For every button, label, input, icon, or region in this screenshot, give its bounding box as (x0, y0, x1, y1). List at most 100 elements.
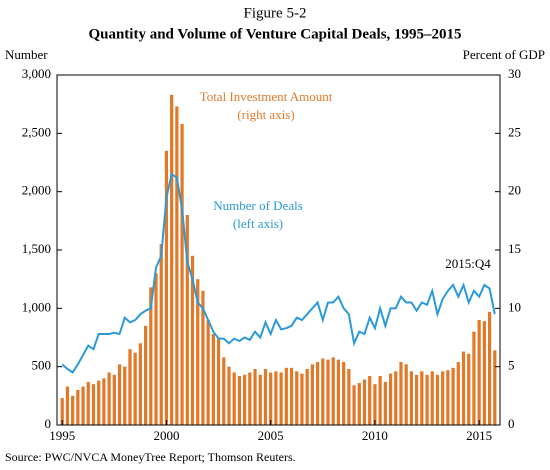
bar (420, 371, 424, 425)
bar (404, 364, 408, 425)
bar (227, 366, 231, 425)
bar (435, 374, 440, 425)
bar (117, 364, 122, 425)
y2-axis-label: Percent of GDP (463, 47, 545, 62)
bar (269, 372, 273, 425)
bar (425, 374, 429, 425)
y2-tick-label: 30 (508, 66, 521, 81)
bar (378, 376, 382, 425)
source: Source: PWC/NVCA MoneyTree Report; Thoms… (5, 450, 296, 464)
bar (190, 255, 195, 425)
bar (60, 398, 64, 425)
bar (201, 290, 205, 425)
bar (81, 386, 85, 425)
bar (97, 380, 101, 425)
y-tick-label: 2,500 (22, 124, 51, 139)
bar (362, 379, 367, 425)
bar (112, 374, 116, 425)
bar (331, 357, 335, 425)
annotation: 2015:Q4 (445, 256, 491, 271)
bar (133, 352, 137, 425)
bar (76, 390, 80, 425)
x-tick-label: 2000 (153, 428, 179, 443)
bar (274, 371, 278, 425)
bar (248, 372, 252, 425)
bar (315, 362, 320, 425)
bar (107, 372, 111, 425)
bar (383, 381, 387, 425)
bar (149, 287, 153, 425)
bar (128, 349, 132, 425)
bar (237, 376, 242, 425)
bar (467, 353, 471, 425)
bar (206, 320, 210, 425)
bar (305, 369, 309, 425)
bar (482, 321, 486, 425)
bar (263, 369, 268, 425)
bar (102, 378, 106, 425)
bar (289, 367, 294, 425)
plot-area: 0 500 1,000 1,500 2,000 2,500 3,000 0 5 10 15 20 25 3… (22, 66, 521, 443)
y2-tick-label: 20 (508, 183, 521, 198)
y2-tick-label: 0 (508, 416, 515, 431)
bar (196, 279, 200, 425)
bar (357, 383, 361, 425)
bar (71, 395, 75, 425)
bar (295, 371, 299, 425)
annotation: (right axis) (237, 107, 294, 122)
bar (394, 371, 398, 425)
bar (65, 386, 70, 425)
bar (86, 381, 90, 425)
series-annotation: Number of Deals (213, 198, 303, 213)
y-axis-label: Number (5, 47, 48, 62)
bar (91, 384, 96, 425)
bar (211, 334, 215, 425)
bar (352, 385, 356, 425)
bar (175, 106, 179, 425)
bar (347, 369, 351, 425)
bar (441, 371, 445, 425)
chart-title: Quantity and Volume of Venture Capital D… (88, 26, 461, 42)
bar (154, 273, 158, 425)
bar (222, 357, 226, 425)
bar (321, 358, 325, 425)
annotation: (left axis) (233, 216, 283, 231)
bar (487, 311, 492, 425)
bar (243, 374, 247, 425)
bar (164, 150, 169, 426)
x-tick-label: 2005 (258, 428, 284, 443)
bar (368, 376, 372, 425)
bar (185, 215, 189, 425)
bar (472, 331, 476, 425)
bar (258, 374, 262, 425)
y2-tick-label: 15 (508, 241, 521, 256)
bar (414, 374, 419, 425)
series-annotation: Total Investment Amount (200, 89, 333, 104)
y-tick-label: 3,000 (22, 66, 51, 81)
y-tick-label: 1,500 (22, 241, 51, 256)
bar (388, 373, 393, 425)
bar (451, 367, 455, 425)
y-tick-label: 500 (32, 358, 52, 373)
bar (138, 343, 143, 425)
bar (300, 373, 304, 425)
bar (399, 362, 403, 425)
bar (326, 359, 330, 425)
bar (409, 371, 414, 425)
bar (143, 325, 148, 425)
bar (123, 366, 127, 425)
bar (342, 362, 346, 425)
y2-tick-label: 25 (508, 124, 521, 139)
bar (336, 359, 341, 425)
y-tick-label: 0 (45, 416, 52, 431)
bar (159, 244, 163, 425)
bar (477, 320, 481, 425)
bar (456, 362, 460, 425)
y2-tick-label: 10 (508, 299, 521, 314)
y-tick-label: 1,000 (22, 299, 51, 314)
bar (170, 94, 174, 425)
x-tick-label: 2015 (466, 428, 492, 443)
y-tick-label: 2,000 (22, 183, 51, 198)
y2-tick-label: 5 (508, 358, 515, 373)
